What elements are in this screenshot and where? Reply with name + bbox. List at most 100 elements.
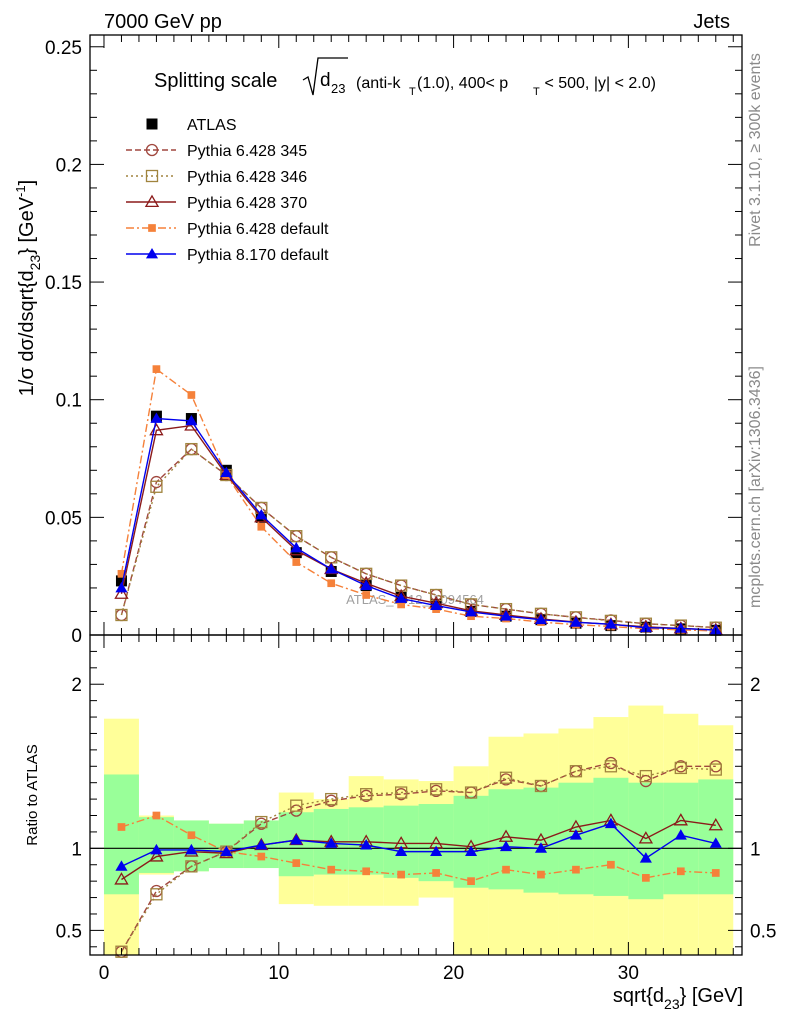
ratio-point-p346 xyxy=(115,945,128,958)
main-y-tick-label: 0.25 xyxy=(45,38,82,59)
main-y-tick-label: 0.1 xyxy=(56,391,82,412)
uncertainty-band-inner xyxy=(593,777,629,896)
data-point-p8 xyxy=(569,616,582,627)
rivet-version-label: Rivet 3.1.10, ≥ 300k events xyxy=(747,53,764,247)
ratio-point-pdef xyxy=(432,869,440,877)
data-point-p8 xyxy=(220,466,233,478)
ratio-y-axis-label: Ratio to ATLAS xyxy=(24,744,41,845)
ratio-point-p8 xyxy=(395,845,408,857)
ratio-point-p346 xyxy=(569,765,583,778)
data-point-p370 xyxy=(149,422,164,436)
ratio-point-p8 xyxy=(115,860,128,871)
data-point-atlas xyxy=(290,547,302,559)
ratio-point-p346 xyxy=(255,815,268,829)
ratio-panel-frame: 0.5 0.51 12 20 10 20 30 xyxy=(56,634,776,984)
legend-label-pdef: Pythia 6.428 default xyxy=(187,221,329,238)
ratio-point-p8 xyxy=(185,843,198,855)
ratio-point-p346 xyxy=(464,786,478,799)
plot-title: Splitting scale d 23 (anti-k T (1.0), 40… xyxy=(154,57,656,98)
ratio-point-pdef xyxy=(257,852,266,861)
data-point-p8 xyxy=(325,563,338,574)
ratio-point-p346 xyxy=(290,799,303,812)
ratio-point-p370 xyxy=(708,818,723,831)
data-point-pdef xyxy=(327,579,336,588)
ratio-point-pdef xyxy=(467,877,475,886)
legend: ATLAS Pythia 6.428 345 Pythia 6.428 346 Pyt… xyxy=(126,117,329,264)
ratio-point-pdef xyxy=(117,823,126,831)
uncertainty-band-inner xyxy=(103,774,139,895)
legend-label-atlas: ATLAS xyxy=(187,117,237,134)
ratio-point-pdef xyxy=(327,865,336,874)
main-ylabel-part-a: 1/σ dσ/dsqrt{d xyxy=(16,270,38,396)
title-cut-b-sub: T xyxy=(533,86,540,98)
uncertainty-band-inner xyxy=(628,782,664,900)
data-point-p8 xyxy=(255,508,268,520)
legend-label-p346: Pythia 6.428 346 xyxy=(187,169,307,186)
data-point-p346 xyxy=(360,567,373,580)
main-y-tick-label: 0.2 xyxy=(56,155,82,176)
legend-marker-p346 xyxy=(145,169,159,183)
ratio-point-p8 xyxy=(639,852,652,863)
ratio-point-p346 xyxy=(604,760,618,773)
legend-marker-pdef xyxy=(148,224,156,232)
ratio-y-tick-label: 0.5 xyxy=(56,921,82,942)
series-line-pdef xyxy=(120,367,716,632)
ratio-point-p346 xyxy=(534,779,548,793)
beam-energy-label: 7000 GeV pp xyxy=(104,11,222,33)
data-point-p370 xyxy=(114,586,129,599)
data-point-p346 xyxy=(290,530,303,543)
data-point-pdef xyxy=(152,365,161,373)
legend-label-p370: Pythia 6.428 370 xyxy=(187,195,307,212)
legend-entry-pdef: Pythia 6.428 default xyxy=(126,221,329,238)
data-point-p8 xyxy=(185,414,198,426)
series-line-p8 xyxy=(120,417,716,631)
data-point-p8 xyxy=(534,613,548,625)
ratio-point-p8 xyxy=(220,845,233,857)
data-point-atlas xyxy=(115,575,127,587)
mcplots-reference-label: mcplots.cern.ch [arXiv:1306.3436] xyxy=(747,366,764,608)
xlabel-sub: 23 xyxy=(664,996,680,1012)
ratio-point-p370 xyxy=(149,849,164,862)
ratio-y-tick-label-right: 2 xyxy=(750,675,761,696)
title-cut-a-sub: T xyxy=(409,86,416,98)
ratio-point-p346 xyxy=(639,769,653,783)
xlabel-part-b: } [GeV] xyxy=(680,985,743,1007)
x-tick-label: 30 xyxy=(618,963,639,984)
ratio-point-p346 xyxy=(325,792,338,806)
data-point-p8 xyxy=(395,592,408,603)
ratio-point-p370 xyxy=(638,831,654,844)
main-ylabel-part-b: } [GeV xyxy=(16,196,38,254)
data-point-pdef xyxy=(117,569,126,578)
ratio-line-p8 xyxy=(121,822,716,868)
title-symbol: d xyxy=(320,70,331,91)
ratio-point-p8 xyxy=(465,845,478,857)
main-ylabel-sup: -1 xyxy=(13,185,28,197)
data-point-p8 xyxy=(115,581,128,593)
x-tick-label: 20 xyxy=(443,963,464,984)
data-point-pdef xyxy=(362,591,371,599)
ratio-point-p8 xyxy=(709,837,722,848)
ratio-point-pdef xyxy=(607,860,615,869)
ratio-panel-background xyxy=(90,705,742,955)
title-cut-b: (1.0), 400< p xyxy=(417,75,508,92)
data-point-p8 xyxy=(499,610,513,621)
ratio-point-pdef xyxy=(537,870,545,879)
legend-marker-p8 xyxy=(145,247,159,259)
data-point-p8 xyxy=(604,618,617,629)
ratio-point-p8 xyxy=(569,829,582,840)
legend-entry-p345: Pythia 6.428 345 xyxy=(126,143,307,160)
ratio-point-p346 xyxy=(360,788,373,801)
ratio-point-p8 xyxy=(325,837,338,848)
x-tick-label: 10 xyxy=(268,963,289,984)
panel-border xyxy=(89,634,743,956)
ratio-point-pdef xyxy=(676,867,685,876)
sqrt-radical-icon xyxy=(302,57,348,96)
legend-label-p8: Pythia 8.170 default xyxy=(187,247,329,264)
ratio-point-p346 xyxy=(150,888,163,901)
ratio-point-p346 xyxy=(185,860,198,873)
ratio-point-p346 xyxy=(674,761,687,775)
legend-entry-p8: Pythia 8.170 default xyxy=(126,247,329,264)
data-point-p346 xyxy=(150,480,163,493)
ratio-point-pdef xyxy=(362,867,371,876)
